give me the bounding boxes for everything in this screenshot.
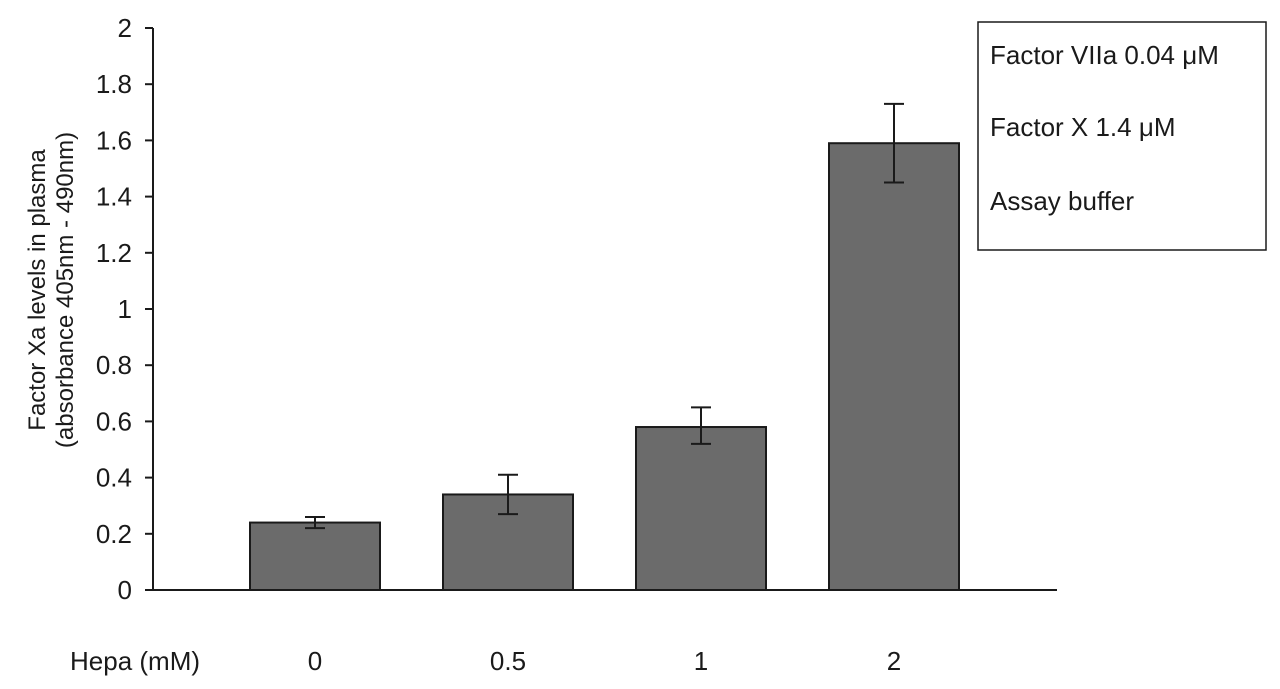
legend: Factor VIIa 0.04 μM Factor X 1.4 μM Assa… bbox=[977, 21, 1267, 251]
y-ticks-group: 0 0.2 0.4 0.6 0.8 1 1.2 1.4 1.6 1.8 2 bbox=[96, 13, 153, 605]
y-tick-label: 0.8 bbox=[96, 350, 132, 380]
bar-1 bbox=[635, 426, 767, 591]
x-tick-label: 1 bbox=[694, 646, 708, 676]
y-tick-label: 2 bbox=[118, 13, 132, 43]
bars-group bbox=[249, 142, 960, 592]
x-tick-label: 0.5 bbox=[490, 646, 526, 676]
bar-0 bbox=[249, 521, 381, 591]
x-labels-group: 0 0.5 1 2 bbox=[308, 646, 901, 676]
legend-item-2: Factor X 1.4 μM bbox=[990, 112, 1175, 142]
y-tick-label: 0.6 bbox=[96, 406, 132, 436]
y-tick-label: 0.2 bbox=[96, 519, 132, 549]
y-tick-label: 1.6 bbox=[96, 125, 132, 155]
x-row-label: Hepa (mM) bbox=[70, 646, 200, 676]
y-tick-label: 0.4 bbox=[96, 463, 132, 493]
y-axis-title-line-1: Factor Xa levels in plasma bbox=[24, 149, 51, 431]
y-tick-label: 1 bbox=[118, 294, 132, 324]
bar-0.5 bbox=[442, 493, 574, 591]
legend-item-3: Assay buffer bbox=[990, 186, 1134, 216]
y-tick-label: 1.4 bbox=[96, 182, 132, 212]
y-tick-label: 1.2 bbox=[96, 238, 132, 268]
x-tick-label: 2 bbox=[887, 646, 901, 676]
y-tick-label: 0 bbox=[118, 575, 132, 605]
y-axis-title-line-2: (absorbance 405nm - 490nm) bbox=[52, 132, 79, 448]
legend-item-1: Factor VIIa 0.04 μM bbox=[990, 40, 1219, 70]
bar-2 bbox=[828, 142, 960, 592]
x-tick-label: 0 bbox=[308, 646, 322, 676]
y-tick-label: 1.8 bbox=[96, 69, 132, 99]
legend-box bbox=[977, 21, 1267, 251]
error-bars-group bbox=[305, 102, 904, 530]
